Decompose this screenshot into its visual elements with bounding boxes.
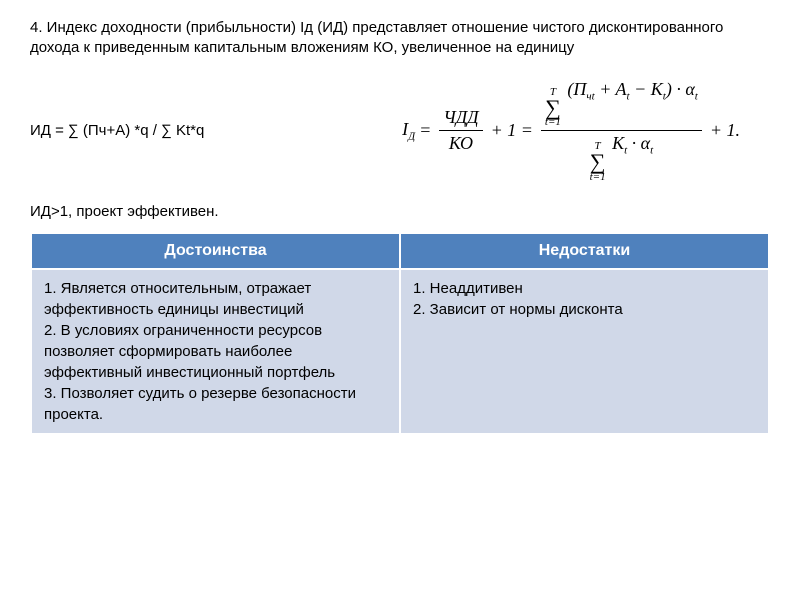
lhs-symbol: IД — [402, 119, 415, 143]
header-advantages: Достоинства — [31, 233, 400, 269]
criteria-text: ИД>1, проект эффективен. — [30, 203, 770, 220]
advantages-cell: 1. Является относительным, отражает эффе… — [31, 269, 400, 434]
pros-cons-table: Достоинства Недостатки 1. Является относ… — [30, 232, 770, 435]
fraction-1: ЧДД КО — [439, 105, 482, 156]
intro-paragraph: 4. Индекс доходности (прибыльности) Iд (… — [30, 18, 770, 59]
disadvantages-cell: 1. Неаддитивен 2. Зависит от нормы диско… — [400, 269, 769, 434]
formula-row: ИД = ∑ (Пч+А) *q / ∑ Kt*q IД = ЧДД КО + … — [30, 77, 770, 186]
fraction-2: T ∑ t=1 (Пчt + At − Kt) · αt T ∑ t=1 Kt … — [541, 77, 702, 186]
header-disadvantages: Недостатки — [400, 233, 769, 269]
simple-formula: ИД = ∑ (Пч+А) *q / ∑ Kt*q — [30, 122, 204, 139]
table-row: 1. Является относительным, отражает эффе… — [31, 269, 769, 434]
big-formula: IД = ЧДД КО + 1 = T ∑ t=1 (Пчt + At − Kt… — [244, 77, 770, 186]
